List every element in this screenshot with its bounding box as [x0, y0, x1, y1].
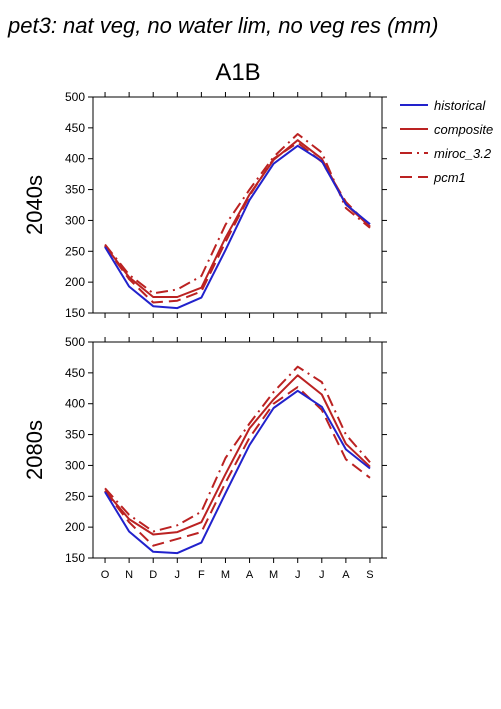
panels: 150 200 250 300 350 400 450 500 2040s 150 200 250 30…: [22, 90, 387, 581]
legend-item: miroc_3.2: [400, 146, 492, 161]
y-tick-label: 200: [65, 275, 85, 289]
legend-label: miroc_3.2: [434, 146, 492, 161]
y-tick-label: 150: [65, 306, 85, 320]
legend-label: historical: [434, 98, 486, 113]
x-tick-label: N: [125, 569, 133, 581]
x-tick-label: D: [149, 569, 157, 581]
x-tick-label: J: [175, 569, 181, 581]
series-line-miroc-3-2: [104, 365, 371, 533]
legend-item: historical: [400, 98, 486, 113]
chart-panel-2080s: 150 200 250 300 350 400 450 500 O N D J F M A M J J A S 2080…: [22, 335, 387, 581]
y-tick-label: 300: [65, 458, 85, 472]
legend-item: composite: [400, 122, 493, 137]
series-line-historical: [104, 389, 371, 555]
x-tick-label: M: [221, 569, 230, 581]
y-tick-label: 200: [65, 520, 85, 534]
scenario-title: A1B: [215, 59, 260, 86]
figure-title: pet3: nat veg, no water lim, no veg res …: [7, 13, 438, 38]
x-tick-label: J: [319, 569, 325, 581]
plot-frame: [92, 341, 383, 559]
y-tick-label: 250: [65, 489, 85, 503]
chart-panel-2040s: 150 200 250 300 350 400 450 500 2040s: [22, 90, 387, 320]
x-tick-label: A: [342, 569, 350, 581]
series-line-pcm1: [104, 386, 371, 547]
y-tick-label: 350: [65, 183, 85, 197]
y-tick-label: 450: [65, 121, 85, 135]
series-line-composite: [104, 374, 371, 536]
legend: historical composite miroc_3.2 pcm1: [400, 98, 493, 185]
series-line-historical: [104, 144, 371, 310]
x-tick-label: O: [101, 569, 110, 581]
y-tick-label: 250: [65, 244, 85, 258]
panel-label-2080s: 2080s: [22, 420, 47, 480]
y-tick-label: 400: [65, 152, 85, 166]
y-tick-label: 400: [65, 397, 85, 411]
x-tick-label: F: [198, 569, 205, 581]
series-line-pcm1: [104, 141, 371, 304]
x-tick-label: M: [269, 569, 278, 581]
legend-label: composite: [434, 122, 493, 137]
x-tick-label: S: [366, 569, 373, 581]
y-tick-label: 150: [65, 551, 85, 565]
series-line-miroc-3-2: [104, 133, 371, 295]
y-tick-label: 500: [65, 90, 85, 104]
y-tick-label: 300: [65, 213, 85, 227]
y-tick-label: 500: [65, 335, 85, 349]
series-line-composite: [104, 139, 371, 298]
legend-item: pcm1: [400, 170, 466, 185]
legend-label: pcm1: [433, 170, 466, 185]
y-tick-label: 450: [65, 366, 85, 380]
x-tick-label: J: [295, 569, 301, 581]
y-tick-label: 350: [65, 428, 85, 442]
panel-label-2040s: 2040s: [22, 175, 47, 235]
plot-frame: [92, 96, 383, 314]
x-tick-label: A: [246, 569, 254, 581]
